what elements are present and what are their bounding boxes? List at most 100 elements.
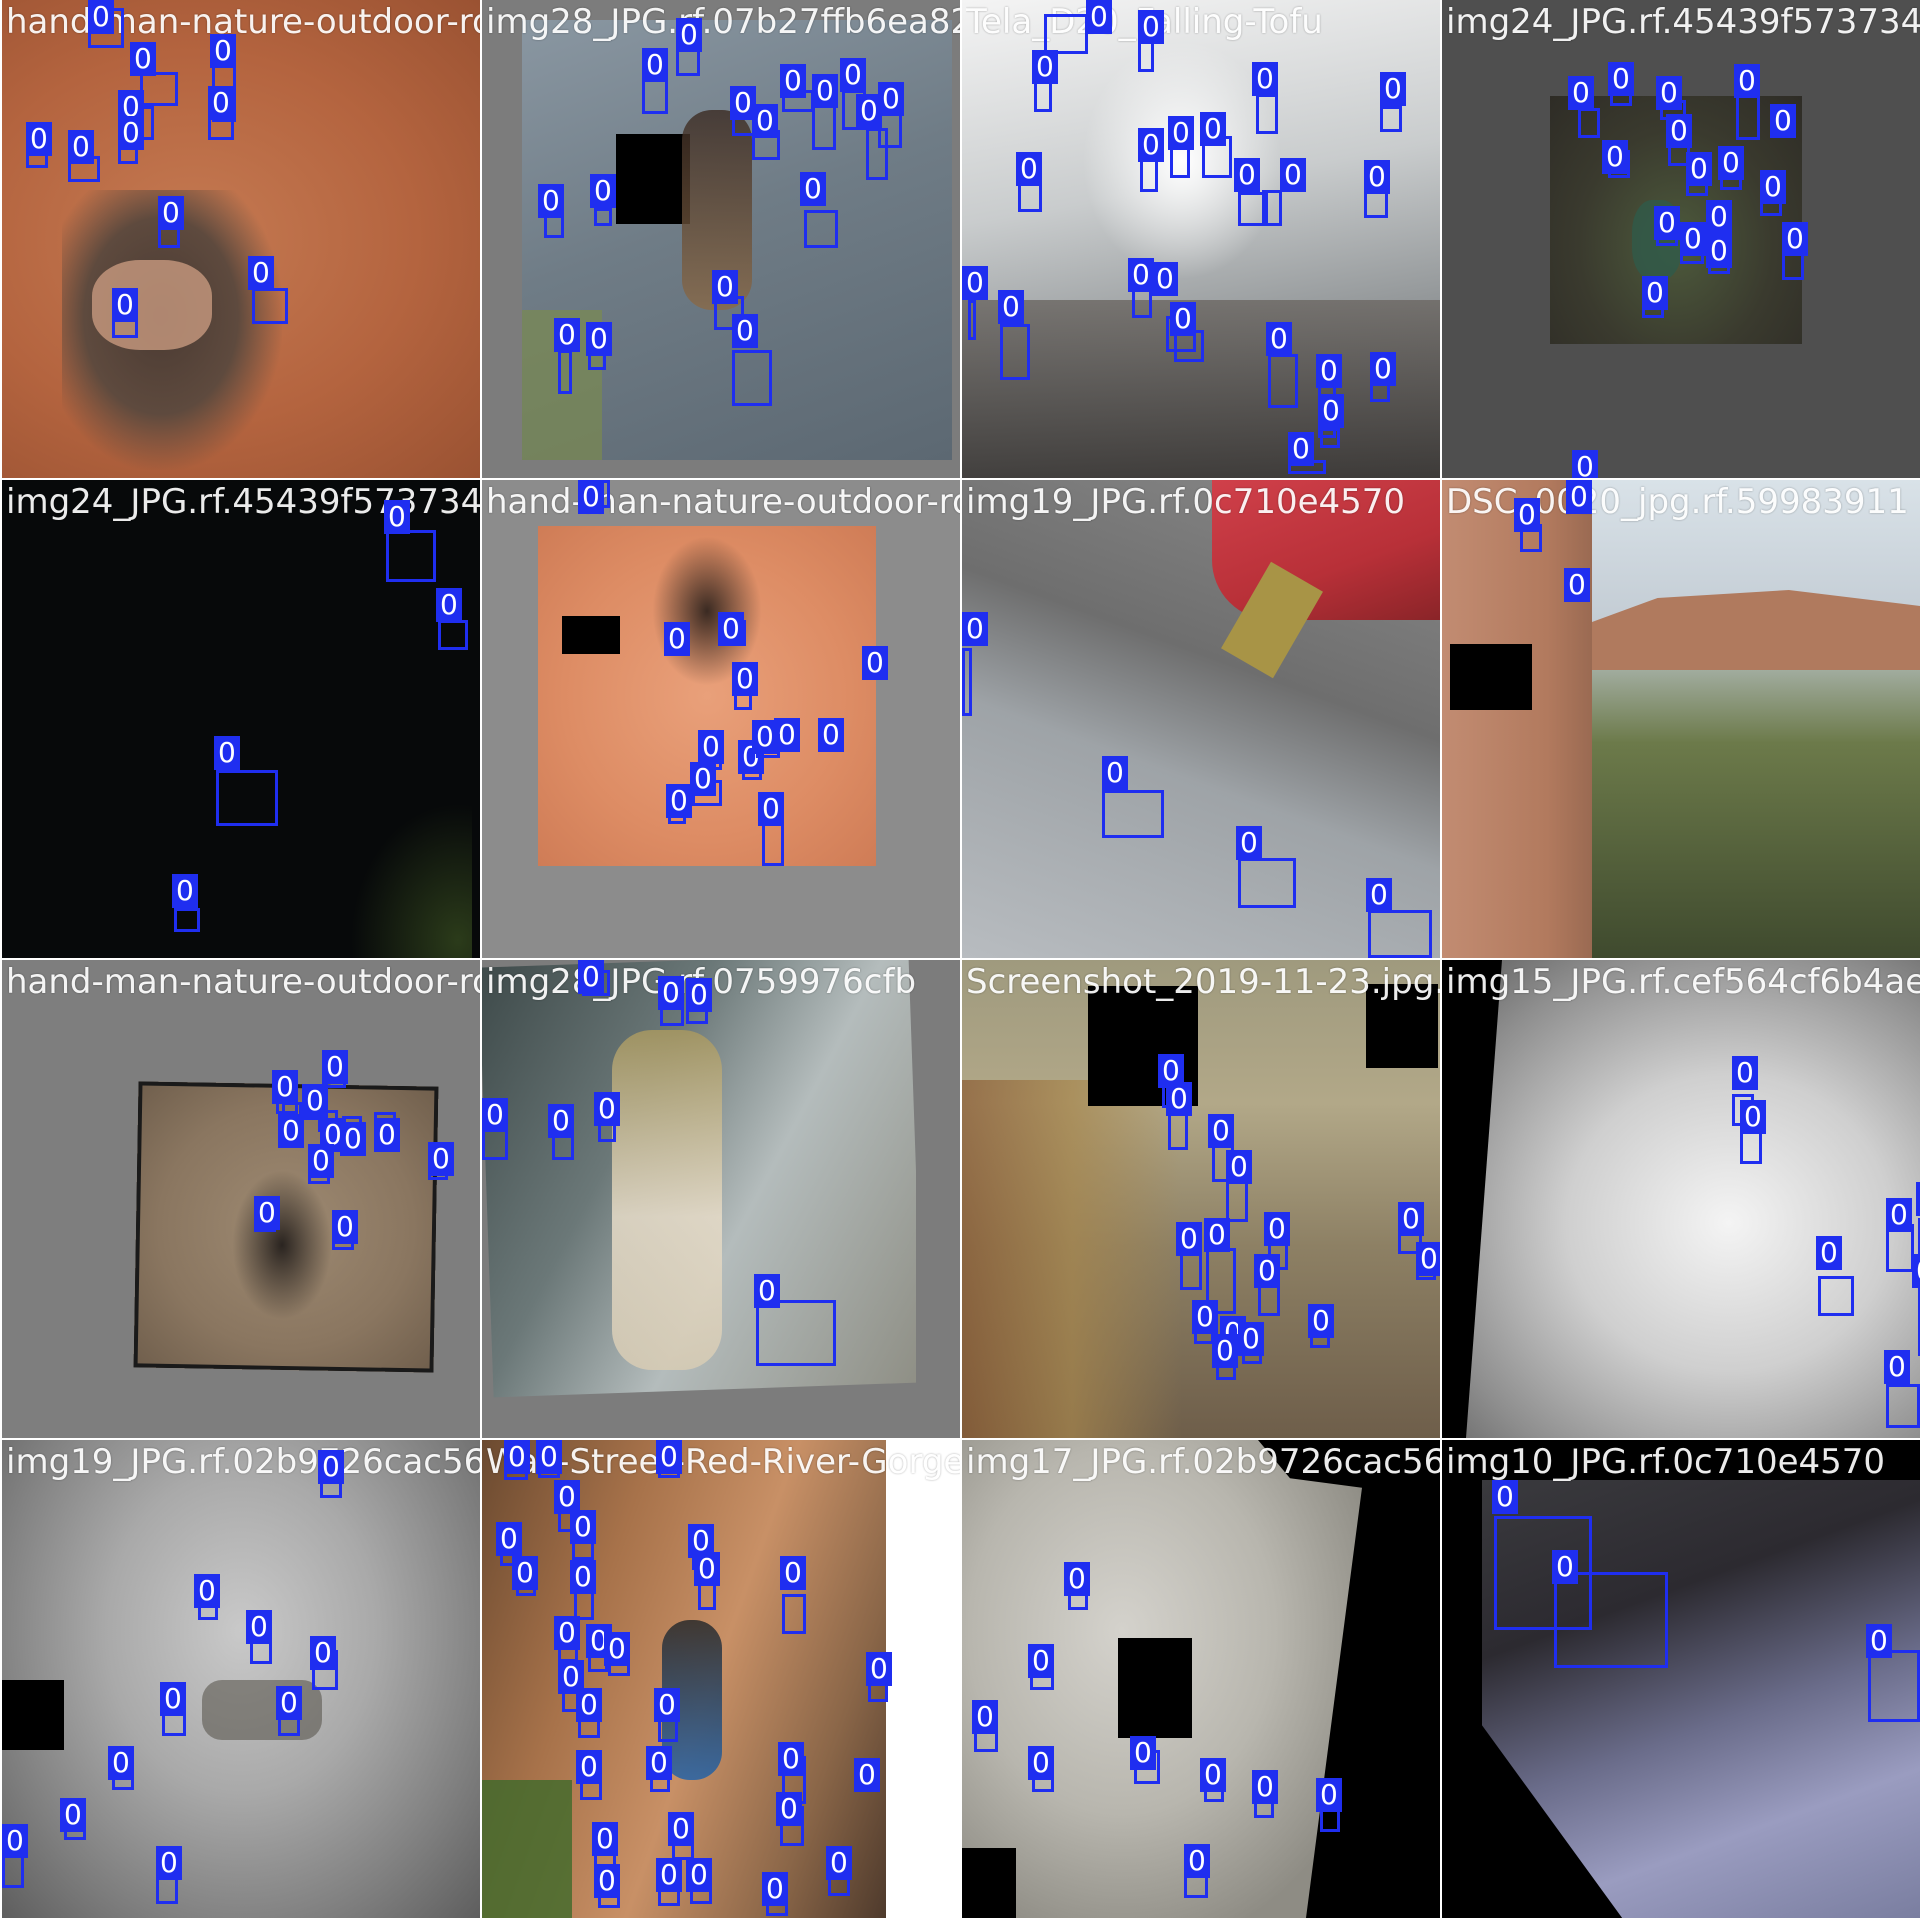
mosaic-tile-15: img17_JPG.rf.02b9726cac564 0 0 0 0 0 0 0…: [962, 1440, 1440, 1918]
class-label: 0: [254, 1196, 280, 1230]
class-label: 0: [68, 130, 94, 164]
tile-background: [1442, 960, 1920, 1438]
class-label: 0: [778, 1742, 804, 1776]
class-label: 0: [856, 94, 882, 128]
class-label: 0: [308, 1144, 334, 1178]
class-label: 0: [558, 1660, 584, 1694]
class-label: 0: [866, 1652, 892, 1686]
class-label: 0: [88, 0, 114, 34]
class-label: 0: [1816, 1236, 1842, 1270]
class-label: 0: [878, 82, 904, 116]
class-label: 0: [730, 86, 756, 120]
class-label: 0: [1718, 146, 1744, 180]
class-label: 0: [1566, 480, 1592, 514]
tile-filename: img17_JPG.rf.02b9726cac564: [966, 1442, 1440, 1482]
detection-box: [1256, 94, 1278, 134]
class-label: 0: [754, 1274, 780, 1308]
class-label: 0: [578, 960, 604, 994]
tile-filename: img24_JPG.rf.45439f5737344: [1446, 2, 1920, 42]
class-label: 0: [1732, 1056, 1758, 1090]
class-label: 0: [666, 784, 692, 818]
class-label: 0: [156, 1846, 182, 1880]
class-label: 0: [576, 1688, 602, 1722]
photo-region: [482, 1780, 572, 1918]
photo-region: [332, 780, 472, 958]
class-label: 0: [1192, 1300, 1218, 1334]
class-label: 0: [1212, 1334, 1238, 1368]
class-label: 0: [1364, 160, 1390, 194]
class-label: 0: [1252, 1770, 1278, 1804]
detection-box: [1180, 1250, 1202, 1290]
photo-region: [232, 1170, 332, 1320]
tile-filename: img19_JPG.rf.0c710e4570: [966, 482, 1406, 522]
cutout-mask: [562, 616, 620, 654]
class-label: 0: [374, 1118, 400, 1152]
class-label: 0: [1264, 1212, 1290, 1246]
class-label: 0: [1280, 158, 1306, 192]
tile-filename: img15_JPG.rf.cef564cf6b4ae: [1446, 962, 1920, 1002]
tile-filename: hand-man-nature-outdoor-rock-climbing: [6, 962, 480, 1002]
class-label: 0: [676, 18, 702, 52]
mosaic-tile-5: img24_JPG.rf.45439f5737344 0 0 0 0: [2, 480, 480, 958]
detection-box: [866, 128, 888, 180]
class-label: 0: [1200, 112, 1226, 146]
class-label: 0: [668, 1812, 694, 1846]
class-label: 0: [1086, 0, 1112, 34]
photo-region: [652, 536, 762, 686]
class-label: 0: [208, 86, 234, 120]
class-label: 0: [1680, 222, 1706, 256]
detection-box: [252, 288, 288, 324]
detection-box: [1226, 1178, 1248, 1222]
class-label: 0: [1102, 756, 1128, 790]
class-label: 0: [194, 1574, 220, 1608]
mosaic-tile-4: img24_JPG.rf.45439f5737344 0 0 0 0 0 0 0…: [1442, 0, 1920, 478]
class-label: 0: [686, 978, 712, 1012]
mosaic-tile-16: img10_JPG.rf.0c710e4570 0 0 0: [1442, 1440, 1920, 1918]
class-label: 0: [998, 290, 1024, 324]
class-label: 0: [318, 1450, 344, 1484]
class-label: 0: [1184, 1844, 1210, 1878]
class-label: 0: [1416, 1242, 1440, 1276]
mosaic-tile-6: hand-man-nature-outdoor-rock-climbing 0 …: [482, 480, 960, 958]
class-label: 0: [1028, 1746, 1054, 1780]
class-label: 0: [1316, 1778, 1342, 1812]
detection-box: [1554, 1572, 1668, 1668]
detection-box: [1268, 354, 1298, 408]
class-label: 0: [776, 1792, 802, 1826]
detection-box: [756, 1300, 836, 1366]
class-label: 0: [1032, 50, 1058, 84]
class-label: 0: [1138, 128, 1164, 162]
class-label: 0: [1130, 1736, 1156, 1770]
tile-filename: hand-man-nature-outdoor-rock-person-clim…: [6, 2, 480, 42]
class-label: 0: [536, 1440, 562, 1474]
class-label: 0: [1166, 1082, 1192, 1116]
class-label: 0: [1208, 1114, 1234, 1148]
class-label: 0: [656, 1440, 682, 1474]
class-label: 0: [962, 612, 988, 646]
class-label: 0: [1656, 76, 1682, 110]
class-label: 0: [686, 1858, 712, 1892]
class-label: 0: [1064, 1562, 1090, 1596]
class-label: 0: [214, 736, 240, 770]
class-label: 0: [972, 1700, 998, 1734]
class-label: 0: [1884, 1350, 1910, 1384]
class-label: 0: [762, 1872, 788, 1906]
detection-box: [1320, 428, 1340, 448]
class-label: 0: [272, 1070, 298, 1104]
cutout-mask: [1366, 984, 1438, 1068]
class-label: 0: [690, 762, 716, 796]
class-label: 0: [862, 646, 888, 680]
class-label: 0: [1234, 158, 1260, 192]
detection-box: [1044, 14, 1088, 54]
detection-box: [962, 648, 972, 716]
detection-box: [1380, 106, 1402, 132]
mosaic-tile-1: hand-man-nature-outdoor-rock-person-clim…: [2, 0, 480, 478]
class-label: 0: [840, 58, 866, 92]
class-label: 0: [548, 1104, 574, 1138]
class-label: 0: [210, 34, 236, 68]
class-label: 0: [758, 792, 784, 826]
class-label: 0: [594, 1864, 620, 1898]
class-label: 0: [1686, 152, 1712, 186]
class-label: 0: [1308, 1304, 1334, 1338]
class-label: 0: [646, 1746, 672, 1780]
